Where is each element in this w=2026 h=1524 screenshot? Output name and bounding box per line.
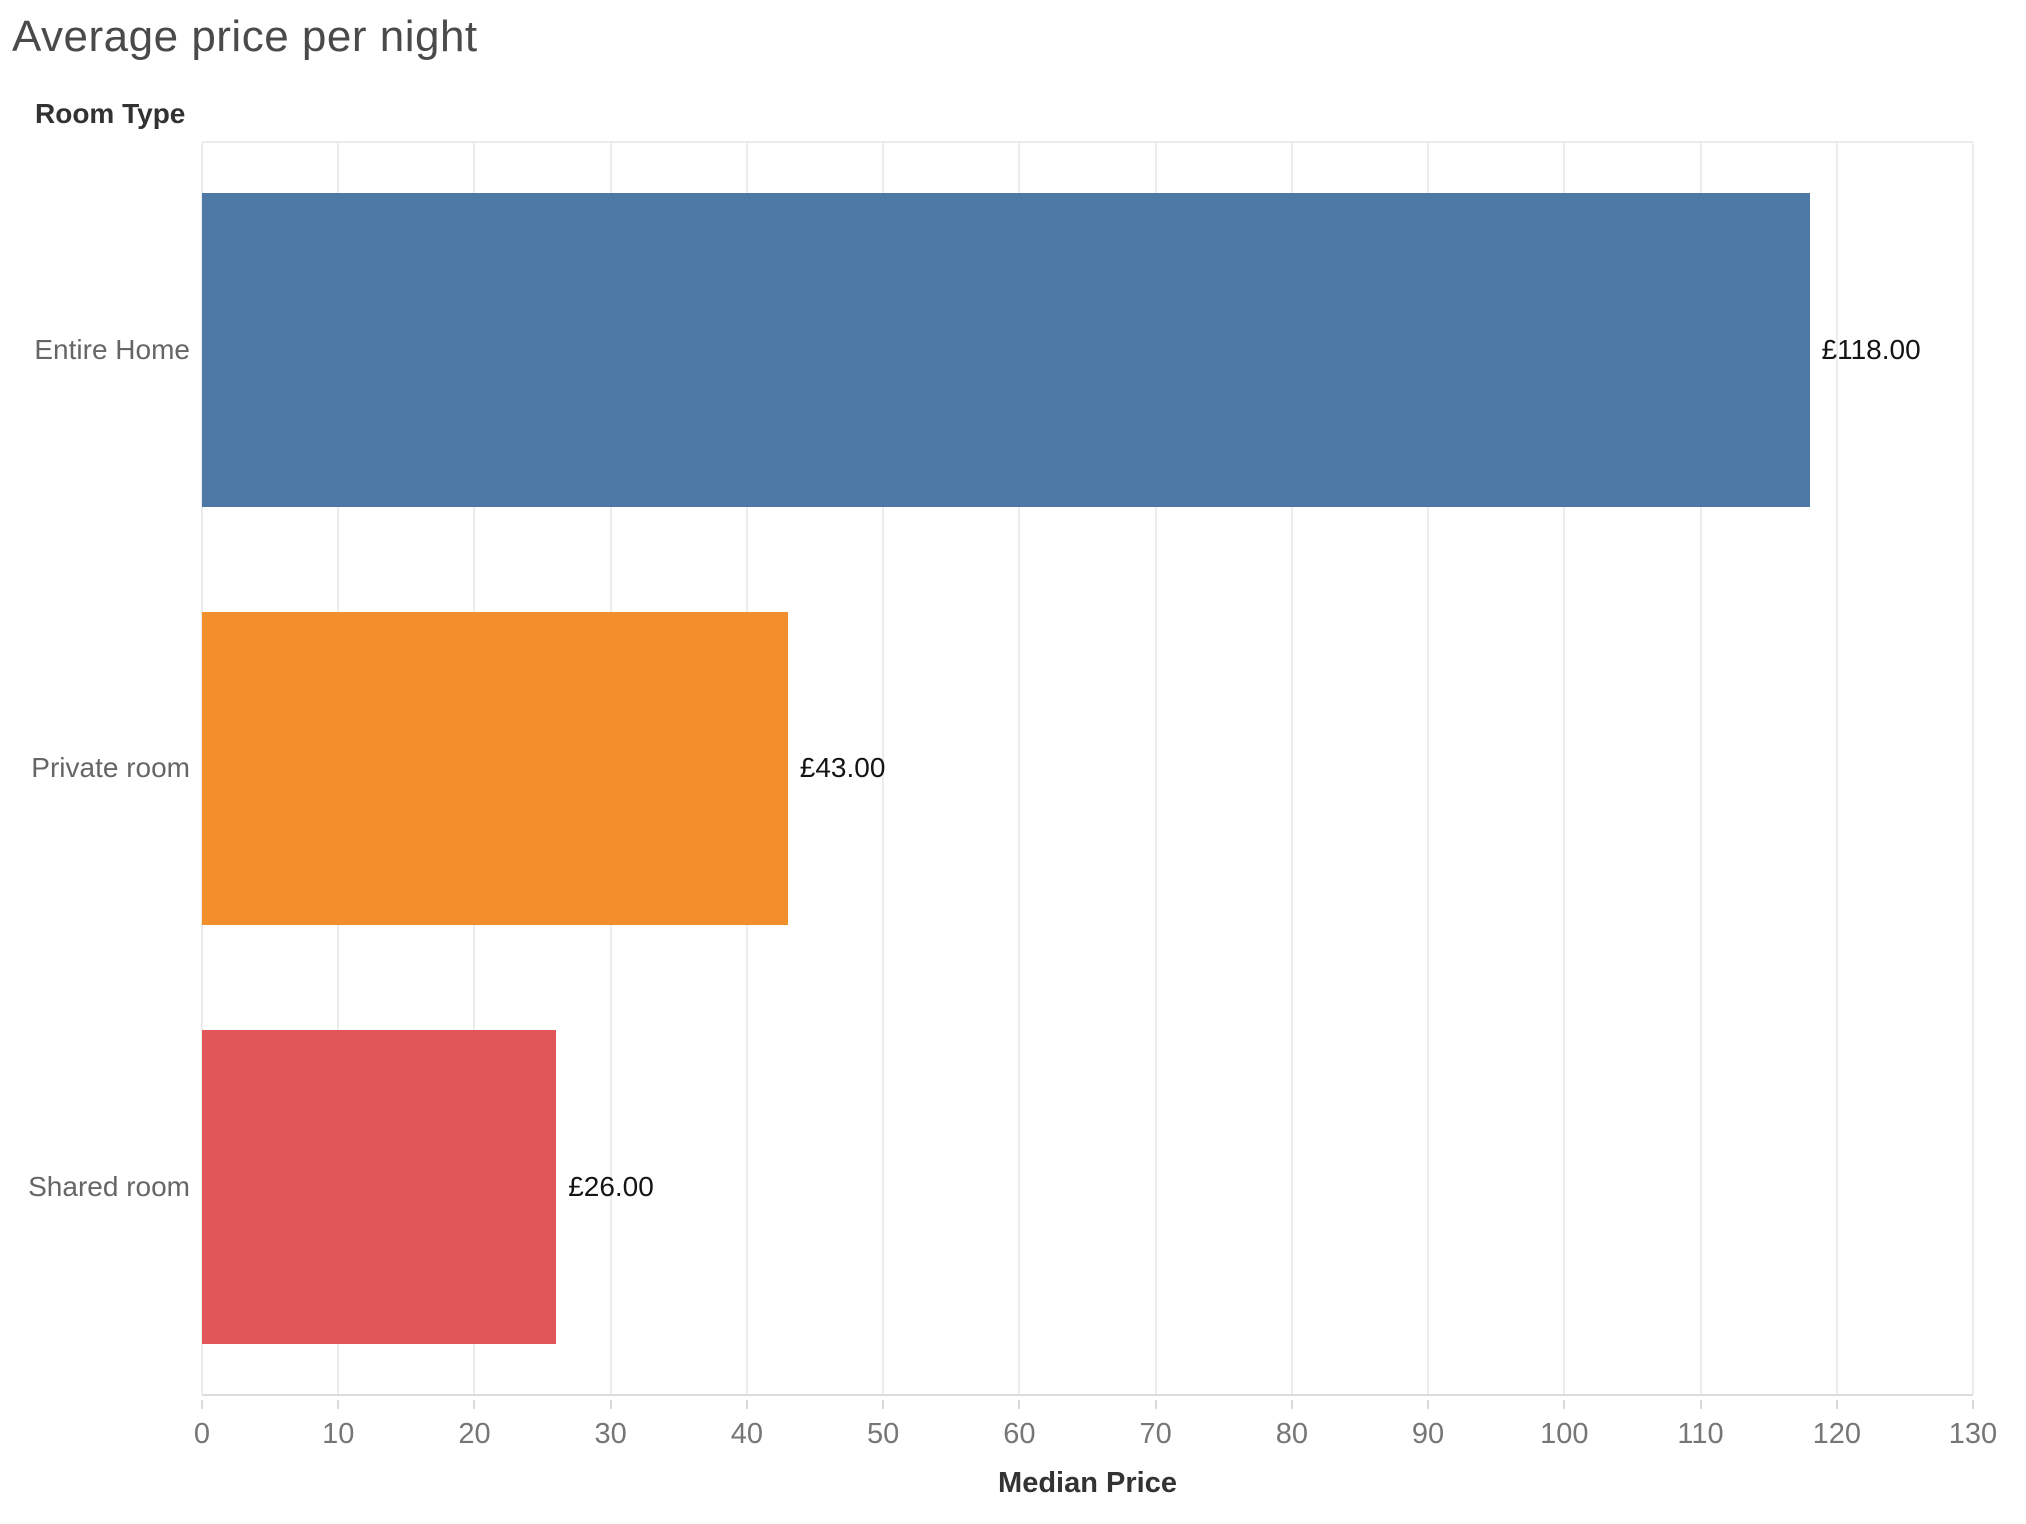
gridline (1563, 143, 1566, 1394)
tick-mark (1835, 1400, 1838, 1409)
category-label: Shared room (28, 1170, 190, 1202)
tick-mark (473, 1400, 476, 1409)
tick-label: 0 (193, 1418, 211, 1450)
gridline (1699, 143, 1702, 1394)
tick-label: 20 (458, 1418, 491, 1450)
bar-rows: Entire Home £118.00 Private room £43.00 Shar… (0, 141, 2026, 1396)
tick-mark (1563, 1400, 1566, 1409)
tick-mark (337, 1400, 340, 1409)
tick-mark (882, 1400, 885, 1409)
x-axis-title: Median Price (998, 1467, 1177, 1499)
bar-mark[interactable] (202, 611, 788, 926)
bar-track: £43.00 (202, 611, 1973, 926)
tick-label: 110 (1677, 1418, 1724, 1450)
tick-label: 90 (1411, 1418, 1445, 1450)
tick-mark (1972, 1400, 1974, 1409)
gridline (882, 143, 885, 1394)
tick-mark (1290, 1400, 1293, 1409)
gridline (1290, 143, 1293, 1394)
tick-label: 30 (594, 1418, 627, 1450)
tick-label: 10 (322, 1418, 355, 1450)
bar-mark[interactable] (202, 193, 1810, 508)
tick-mark (1018, 1400, 1021, 1409)
chart-title: Average price per night (12, 12, 478, 61)
tick-mark (1154, 1400, 1157, 1409)
tick-label: 130 (1948, 1418, 1998, 1450)
tick-label: 100 (1540, 1418, 1589, 1450)
tick-mark (201, 1400, 203, 1409)
gridline (1427, 143, 1430, 1394)
tick-label: 60 (1003, 1418, 1036, 1450)
category-label: Private room (31, 752, 190, 784)
bar-track: £118.00 (202, 193, 1973, 508)
gridline (1835, 143, 1838, 1394)
tick-label: 120 (1812, 1418, 1861, 1450)
value-label: £43.00 (799, 752, 886, 784)
bar-track: £26.00 (202, 1029, 1973, 1344)
x-axis: 0 10 20 30 40 50 60 70 80 90 100 110 120 130 (194, 1396, 1997, 1466)
value-label: £118.00 (1821, 334, 1921, 366)
tick-label: 80 (1275, 1418, 1308, 1450)
tick-mark (1699, 1400, 1702, 1409)
gridline (1972, 143, 1974, 1394)
gridline (1018, 143, 1021, 1394)
gridline (1154, 143, 1157, 1394)
value-label: £26.00 (568, 1170, 654, 1202)
bar-mark[interactable] (202, 1029, 557, 1344)
row-type-header: Room Type (35, 98, 186, 129)
tick-label: 70 (1139, 1418, 1172, 1450)
chart-row: Shared room £26.00 (0, 978, 2026, 1396)
tick-mark (1427, 1400, 1430, 1409)
tick-label: 50 (867, 1418, 900, 1450)
chart-row: Entire Home £118.00 (0, 141, 2026, 559)
tick-label: 40 (730, 1418, 764, 1450)
category-label: Entire Home (34, 334, 190, 366)
chart-row: Private room £43.00 (0, 559, 2026, 977)
tick-mark (745, 1400, 748, 1409)
tick-mark (609, 1400, 612, 1409)
